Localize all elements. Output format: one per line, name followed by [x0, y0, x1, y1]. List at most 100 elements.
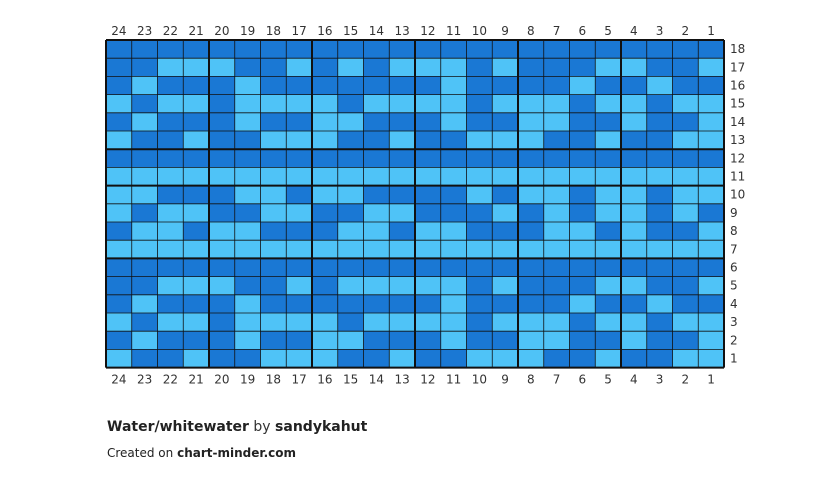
chart-cell [621, 276, 647, 295]
chart-cell [260, 185, 287, 204]
chart-cell [698, 331, 724, 350]
chart-cell [389, 294, 415, 313]
chart-cell [569, 76, 596, 95]
chart-cell [543, 349, 570, 368]
chart-cell [286, 58, 312, 77]
chart-cell [595, 331, 621, 350]
author-name[interactable]: sandykahut [275, 419, 368, 435]
column-number: 10 [472, 24, 487, 38]
chart-cell [312, 167, 338, 186]
chart-cell [466, 131, 493, 150]
chart-cell [672, 276, 699, 295]
knitting-chart: 24 23 22 21 20 19 18 17 16 15 14 13 12 11 10 9 8 7 6 5 4 3 2 1 … [105, 24, 745, 387]
chart-cell [569, 240, 596, 259]
chart-cell [131, 258, 158, 277]
chart-cell [518, 112, 544, 131]
chart-cell [492, 331, 518, 350]
chart-cell [440, 203, 467, 222]
chart-cell [621, 76, 647, 95]
chart-cell [621, 185, 647, 204]
chart-cell [569, 167, 596, 186]
chart-cell [569, 331, 596, 350]
chart-cell [415, 149, 441, 168]
column-number: 9 [501, 373, 509, 387]
column-number: 11 [446, 24, 461, 38]
chart-cell [106, 222, 132, 241]
column-number: 20 [214, 24, 229, 38]
chart-cell [595, 149, 621, 168]
chart-cell [363, 240, 390, 259]
chart-cell [209, 349, 235, 368]
column-number: 14 [369, 373, 384, 387]
row-number: 14 [730, 115, 745, 129]
chart-cell [312, 94, 338, 113]
chart-cell [518, 240, 544, 259]
chart-cell [337, 185, 364, 204]
chart-cell [260, 258, 287, 277]
chart-cell [157, 331, 184, 350]
chart-cell [260, 58, 287, 77]
column-number: 2 [682, 373, 690, 387]
chart-cell [698, 276, 724, 295]
chart-cell [234, 58, 261, 77]
column-number: 6 [579, 373, 587, 387]
column-number: 12 [420, 24, 435, 38]
chart-cell [312, 58, 338, 77]
chart-cell [492, 276, 518, 295]
chart-cell [209, 331, 235, 350]
chart-cell [646, 131, 673, 150]
column-number: 2 [682, 24, 690, 38]
chart-cell [672, 131, 699, 150]
chart-cell [518, 258, 544, 277]
chart-cell [106, 276, 132, 295]
chart-cell [440, 112, 467, 131]
chart-cell [492, 112, 518, 131]
column-number: 22 [163, 373, 178, 387]
column-number: 5 [604, 373, 612, 387]
chart-cell [337, 203, 364, 222]
chart-cell [466, 294, 493, 313]
chart-cell [543, 294, 570, 313]
chart-cell [646, 40, 673, 59]
row-number: 8 [730, 224, 738, 238]
chart-cell [595, 76, 621, 95]
chart-cell [440, 222, 467, 241]
chart-cell [363, 203, 390, 222]
column-number: 19 [240, 24, 255, 38]
chart-cell [698, 40, 724, 59]
chart-cell [492, 94, 518, 113]
chart-cell [415, 203, 441, 222]
chart-cell [466, 167, 493, 186]
chart-cell [518, 40, 544, 59]
chart-cell [466, 58, 493, 77]
chart-cell [312, 294, 338, 313]
row-number: 18 [730, 42, 745, 56]
chart-cell [440, 331, 467, 350]
chart-cell [234, 112, 261, 131]
chart-cell [518, 58, 544, 77]
column-number: 13 [394, 24, 409, 38]
chart-cell [595, 94, 621, 113]
chart-cell [363, 40, 390, 59]
chart-cell [209, 76, 235, 95]
chart-cell [389, 94, 415, 113]
chart-cell [595, 276, 621, 295]
chart-cell [312, 131, 338, 150]
chart-cell [209, 294, 235, 313]
chart-cell [131, 131, 158, 150]
chart-cell [106, 349, 132, 368]
chart-cell [518, 276, 544, 295]
created-credit: Created on chart-minder.com [107, 446, 296, 460]
column-number: 12 [420, 373, 435, 387]
chart-cell [621, 112, 647, 131]
chart-cell [440, 258, 467, 277]
site-link[interactable]: chart-minder.com [177, 446, 296, 460]
column-number: 24 [111, 24, 126, 38]
chart-cell [157, 94, 184, 113]
chart-cell [312, 76, 338, 95]
chart-cell [363, 313, 390, 332]
chart-cell [157, 167, 184, 186]
chart-cell [646, 258, 673, 277]
chart-cell [337, 276, 364, 295]
column-number: 16 [317, 373, 332, 387]
